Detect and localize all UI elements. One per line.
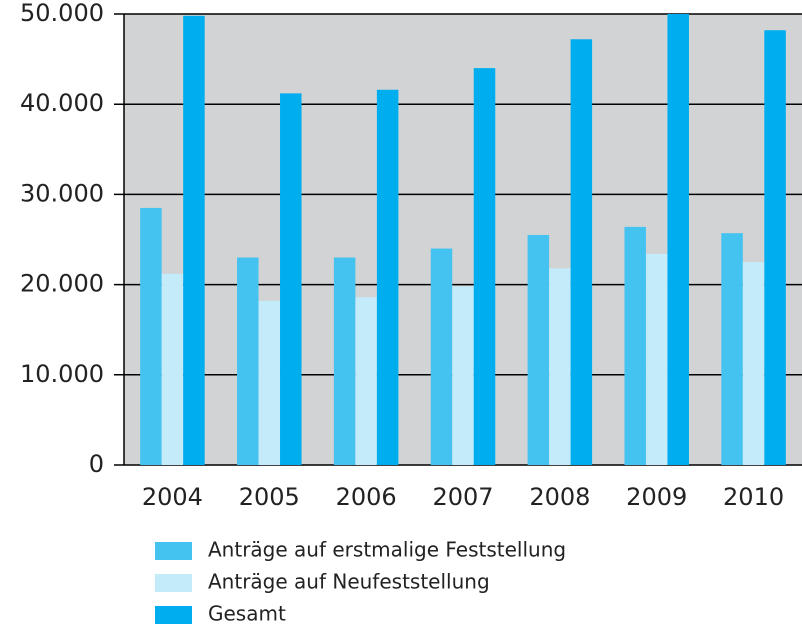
bar (280, 93, 302, 465)
bar (473, 68, 496, 466)
bar (624, 226, 646, 465)
x-tick-label: 2009 (626, 483, 687, 511)
bar (258, 300, 281, 465)
x-tick-label: 2004 (142, 483, 203, 511)
bar (645, 253, 668, 465)
bar (570, 39, 593, 465)
bar (161, 273, 184, 465)
x-tick-label: 2008 (529, 483, 590, 511)
y-tick-label: 40.000 (20, 89, 104, 117)
bar (549, 268, 571, 465)
y-tick-label: 20.000 (20, 270, 104, 298)
bar (667, 14, 689, 465)
x-tick-label: 2006 (336, 483, 397, 511)
x-tick-label: 2005 (239, 483, 300, 511)
legend-swatch (155, 542, 192, 560)
legend-label: Gesamt (208, 602, 286, 626)
bar (527, 234, 550, 465)
bar (452, 286, 474, 465)
legend-label: Anträge auf erstmalige Feststellung (208, 538, 566, 562)
x-tick-label: 2010 (723, 483, 784, 511)
bar (721, 233, 743, 465)
bar (742, 262, 765, 465)
bar (430, 248, 453, 465)
legend-swatch (155, 574, 192, 592)
y-tick-label: 10.000 (20, 360, 104, 388)
bar (376, 89, 399, 465)
bar (140, 207, 162, 465)
y-tick-label: 50.000 (20, 0, 104, 27)
y-tick-label: 30.000 (20, 179, 104, 207)
legend-swatch (155, 606, 192, 624)
bar (764, 30, 786, 466)
legend-label: Anträge auf Neufeststellung (208, 570, 490, 594)
bar (237, 257, 259, 465)
x-tick-label: 2007 (432, 483, 493, 511)
bar (183, 15, 205, 466)
bar (333, 257, 356, 465)
bar (355, 297, 377, 465)
y-tick-label: 0 (89, 450, 104, 478)
